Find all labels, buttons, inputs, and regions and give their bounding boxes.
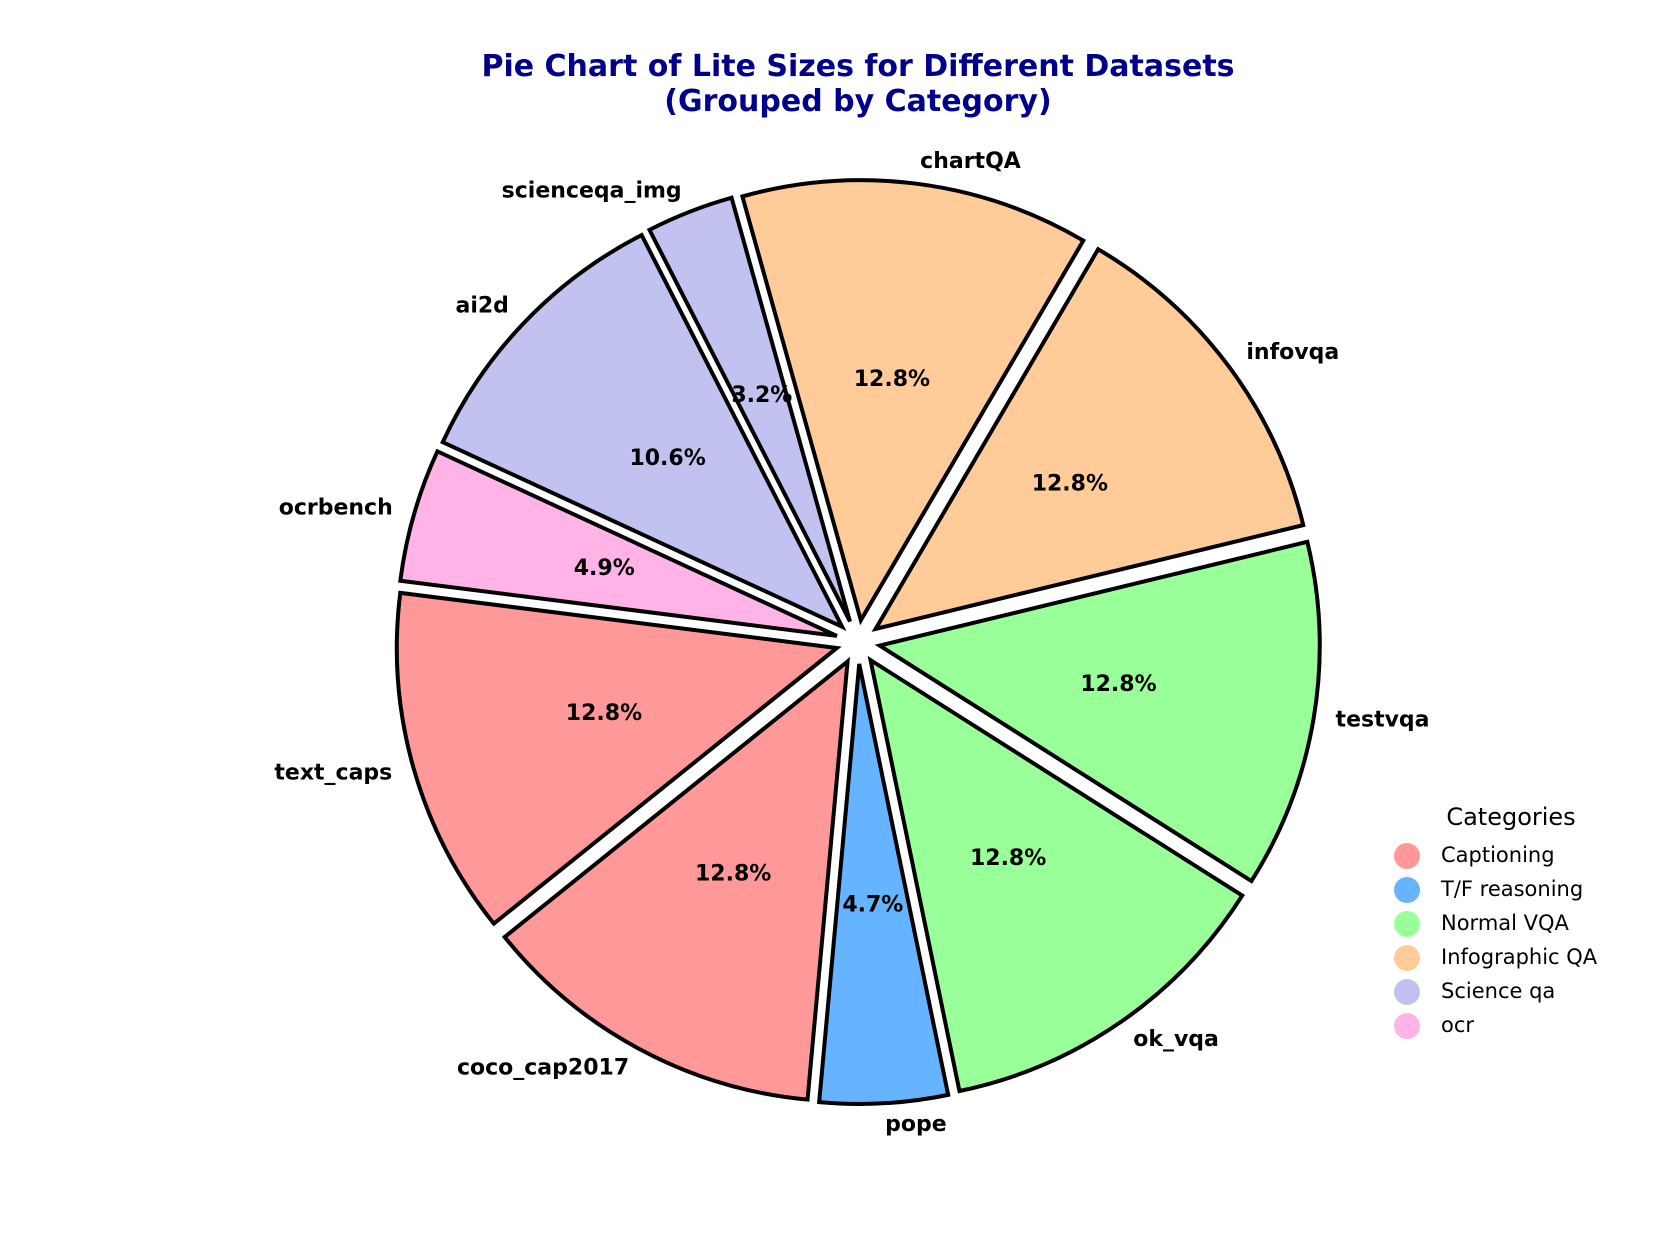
legend: Categories Captioning T/F reasoning Normal… <box>1394 803 1598 1039</box>
slice-label-coco_cap2017: coco_cap2017 <box>457 1055 629 1080</box>
pie-slice-ok_vqa <box>867 655 1245 1094</box>
pie-slice-text_caps <box>394 590 842 927</box>
pie-percent-labels: 12.8% 12.8% 4.7% 12.8% 12.8% 12.8% 12.8% 3.2% 10… <box>566 367 1157 917</box>
percent-label-scienceqa_img: 3.2% <box>731 383 792 408</box>
slice-label-testvqa: testvqa <box>1336 708 1430 733</box>
percent-label-pope: 4.7% <box>842 893 903 918</box>
legend-label-4: Science qa <box>1441 979 1555 1003</box>
slice-label-scienceqa_img: scienceqa_img <box>502 178 682 203</box>
percent-label-chartQA: 12.8% <box>854 367 930 392</box>
percent-label-ai2d: 10.6% <box>629 446 705 471</box>
legend-label-0: Captioning <box>1441 843 1555 867</box>
legend-title: Categories <box>1446 803 1575 831</box>
legend-marker-3 <box>1394 945 1420 971</box>
slice-label-chartQA: chartQA <box>920 149 1021 174</box>
pie-slice-scienceqa_img <box>646 195 852 623</box>
percent-label-ok_vqa: 12.8% <box>970 846 1046 871</box>
pie-slice-testvqa <box>874 539 1322 884</box>
percent-label-ocrbench: 4.9% <box>574 556 635 581</box>
pie-slice-chartQA <box>739 178 1087 626</box>
slice-label-ocrbench: ocrbench <box>279 496 393 521</box>
slice-label-ok_vqa: ok_vqa <box>1133 1027 1219 1052</box>
legend-marker-2 <box>1394 911 1420 937</box>
pie-slices <box>394 178 1322 1106</box>
percent-label-infovqa: 12.8% <box>1032 471 1108 496</box>
legend-label-5: ocr <box>1441 1013 1474 1037</box>
pie-slice-pope <box>817 663 951 1106</box>
pie-slice-ai2d <box>440 232 847 632</box>
legend-label-1: T/F reasoning <box>1440 877 1583 901</box>
slice-label-infovqa: infovqa <box>1246 340 1339 365</box>
pie-slice-infovqa <box>871 246 1306 632</box>
percent-label-testvqa: 12.8% <box>1080 672 1156 697</box>
legend-marker-1 <box>1394 877 1420 903</box>
legend-label-2: Normal VQA <box>1441 911 1570 935</box>
legend-marker-5 <box>1394 1013 1420 1039</box>
chart-title: Pie Chart of Lite Sizes for Different Da… <box>481 49 1234 119</box>
slice-label-pope: pope <box>885 1112 947 1137</box>
legend-marker-0 <box>1394 843 1420 869</box>
pie-slice-coco_cap2017 <box>501 656 851 1102</box>
chart-title-line-1: Pie Chart of Lite Sizes for Different Da… <box>481 49 1234 84</box>
legend-marker-4 <box>1394 979 1420 1005</box>
chart-title-line-2: (Grouped by Category) <box>664 84 1051 119</box>
slice-label-text_caps: text_caps <box>274 761 392 786</box>
legend-label-3: Infographic QA <box>1441 945 1598 969</box>
slice-label-ai2d: ai2d <box>455 294 508 319</box>
pie-slice-ocrbench <box>398 448 838 638</box>
percent-label-coco_cap2017: 12.8% <box>695 862 771 887</box>
percent-label-text_caps: 12.8% <box>566 701 642 726</box>
